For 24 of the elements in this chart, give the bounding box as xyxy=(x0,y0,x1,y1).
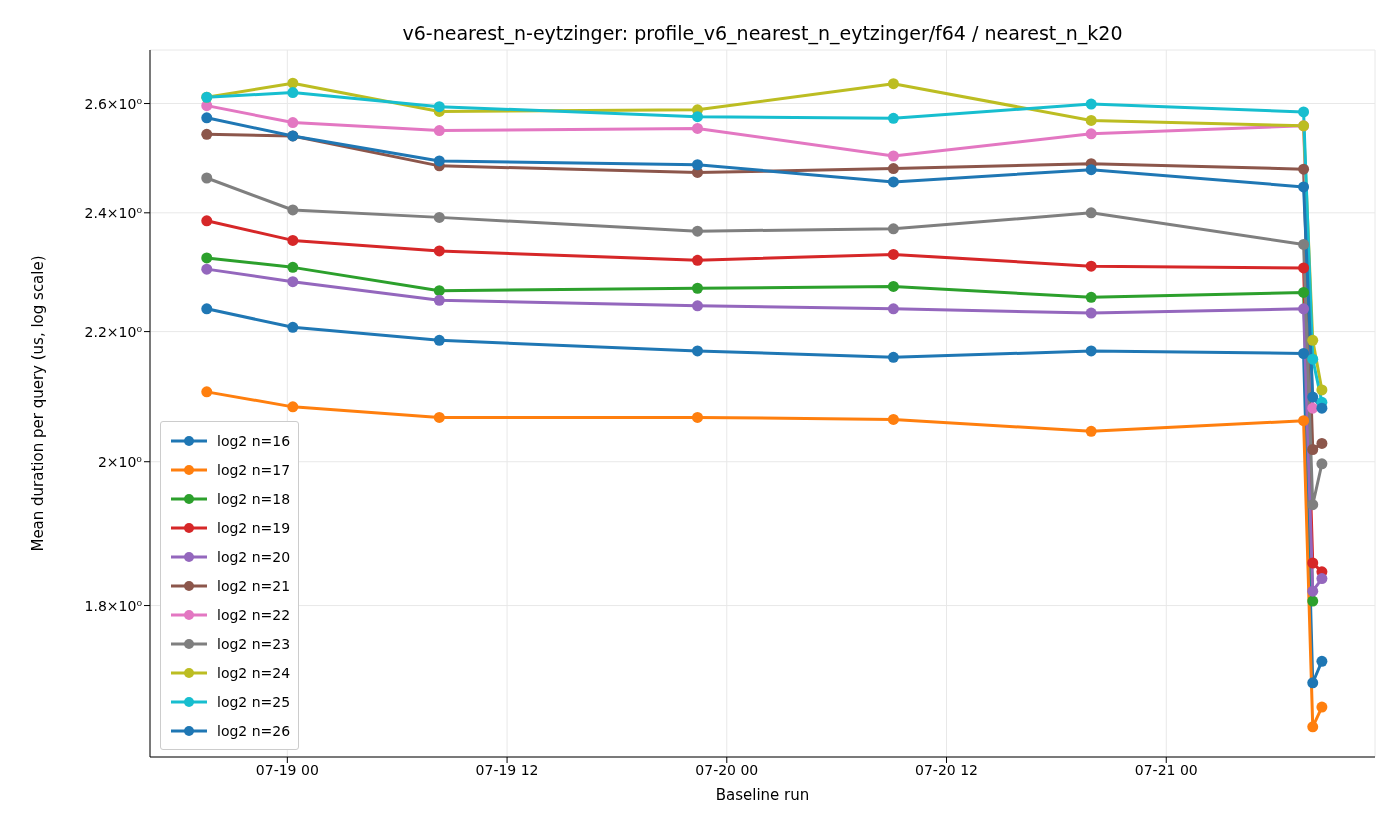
legend-label: log2 n=17 xyxy=(217,461,291,478)
legend-label: log2 n=26 xyxy=(217,722,291,739)
legend-label: log2 n=22 xyxy=(217,606,291,623)
y-tick-label: 2.6×10⁰ xyxy=(84,95,143,112)
legend-label: log2 n=21 xyxy=(217,577,291,594)
x-tick-label: 07-20 00 xyxy=(695,761,759,778)
x-tick-label: 07-21 00 xyxy=(1134,761,1198,778)
legend-label: log2 n=23 xyxy=(217,635,291,652)
legend-label: log2 n=25 xyxy=(217,693,291,710)
x-tick-label: 07-19 00 xyxy=(255,761,319,778)
legend-label: log2 n=18 xyxy=(217,490,291,507)
y-tick-label: 1.8×10⁰ xyxy=(84,597,143,614)
y-tick-label: 2.2×10⁰ xyxy=(84,323,143,340)
x-axis-title: Baseline run xyxy=(715,786,810,804)
legend-label: log2 n=19 xyxy=(217,519,291,536)
y-tick-label: 2.4×10⁰ xyxy=(84,204,143,221)
legend-label: log2 n=20 xyxy=(217,548,291,565)
x-tick-label: 07-19 12 xyxy=(475,761,539,778)
y-axis-title: Mean duration per query (us, log scale) xyxy=(29,255,48,552)
x-tick-label: 07-20 12 xyxy=(915,761,978,778)
chart-title: v6-nearest_n-eytzinger: profile_v6_nearest_n_eytzinger/f64 / nearest_n_k20 xyxy=(401,22,1124,44)
legend-label: log2 n=24 xyxy=(217,664,291,681)
legend-label: log2 n=16 xyxy=(217,432,291,449)
y-tick-label: 2×10⁰ xyxy=(97,453,143,470)
